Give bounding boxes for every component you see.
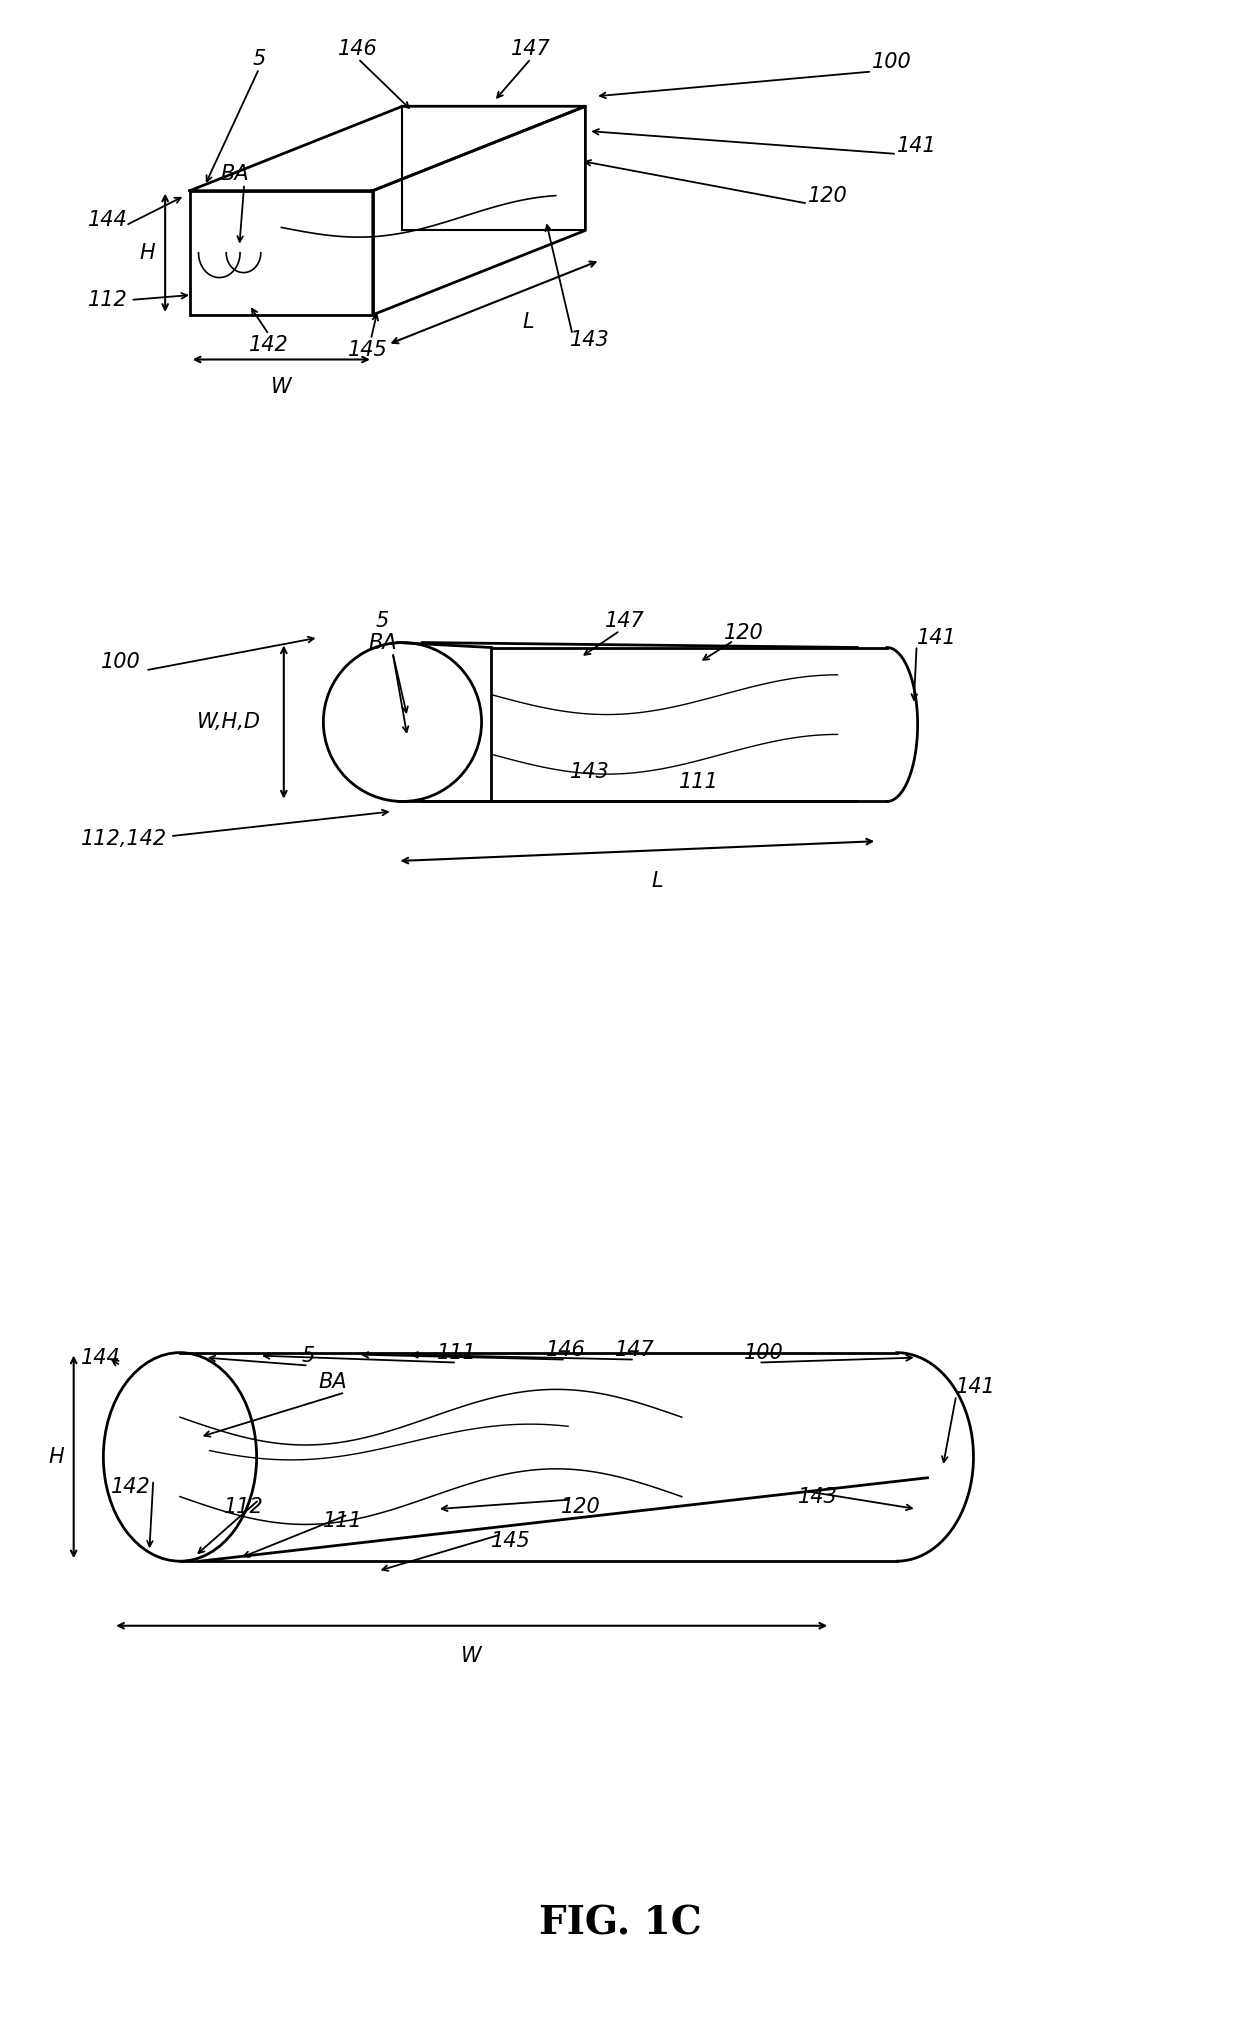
Text: 5: 5	[253, 49, 265, 69]
Text: 143: 143	[797, 1487, 838, 1506]
Text: 100: 100	[872, 53, 911, 71]
Text: 120: 120	[560, 1498, 600, 1516]
Text: BA: BA	[319, 1372, 347, 1392]
Text: 147: 147	[511, 38, 551, 59]
Text: 120: 120	[807, 186, 847, 206]
Text: 100: 100	[100, 653, 140, 673]
Text: 144: 144	[81, 1348, 120, 1368]
Text: 100: 100	[744, 1342, 784, 1362]
Text: 145: 145	[348, 340, 388, 360]
Text: 143: 143	[570, 762, 610, 782]
Text: 143: 143	[570, 329, 610, 350]
Text: H: H	[139, 243, 155, 263]
Text: 141: 141	[897, 135, 936, 156]
Text: 144: 144	[88, 210, 128, 230]
Text: 5: 5	[376, 610, 389, 631]
Text: 142: 142	[110, 1477, 150, 1498]
Text: 111: 111	[680, 772, 719, 792]
Text: L: L	[523, 313, 534, 331]
Text: W,H,D: W,H,D	[197, 711, 262, 732]
Text: 5: 5	[301, 1346, 315, 1366]
Text: 141: 141	[916, 629, 956, 647]
Text: BA: BA	[219, 164, 249, 184]
Text: W: W	[272, 378, 291, 398]
Text: H: H	[48, 1447, 63, 1467]
Text: W: W	[461, 1645, 482, 1665]
Text: 146: 146	[546, 1340, 585, 1360]
Text: 145: 145	[491, 1532, 531, 1552]
Text: 142: 142	[249, 335, 289, 354]
Text: 112,142: 112,142	[81, 829, 166, 849]
Text: 146: 146	[339, 38, 378, 59]
Text: 111: 111	[436, 1342, 476, 1362]
Text: 112: 112	[88, 289, 128, 309]
Text: 120: 120	[724, 622, 764, 643]
Text: BA: BA	[368, 633, 397, 653]
Text: 111: 111	[324, 1512, 363, 1532]
Text: 112: 112	[224, 1498, 264, 1516]
Text: 147: 147	[615, 1340, 655, 1360]
Text: L: L	[651, 871, 663, 891]
Text: 141: 141	[956, 1378, 996, 1397]
Text: 147: 147	[605, 610, 645, 631]
Text: FIG. 1C: FIG. 1C	[538, 1904, 702, 1942]
